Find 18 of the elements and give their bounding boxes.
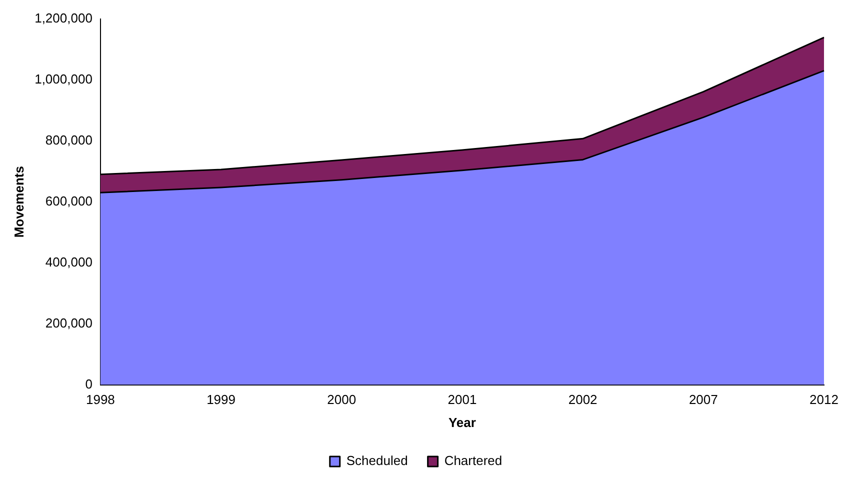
y-tick-label: 200,000 [45,315,92,330]
y-tick-label: 1,200,000 [34,10,92,26]
y-axis-title: Movements [11,166,26,238]
y-tick-label: 400,000 [45,254,92,270]
x-axis-title: Year [448,414,476,430]
legend-label: Scheduled [346,453,408,468]
y-tick-label: 0 [85,376,92,392]
x-tick-label: 2012 [810,392,838,408]
x-tick-label: 2001 [448,392,477,408]
x-tick-label: 2007 [688,392,718,408]
y-tick-label: 600,000 [45,193,92,208]
x-tick-label: 1999 [206,392,236,408]
y-tick-label: 800,000 [45,132,92,148]
x-tick-label: 2002 [568,392,598,408]
y-tick-label: 1,000,000 [34,71,92,86]
x-tick-label: 2000 [327,392,356,408]
x-tick-label: 1998 [86,392,115,408]
legend-label: Chartered [444,453,502,468]
